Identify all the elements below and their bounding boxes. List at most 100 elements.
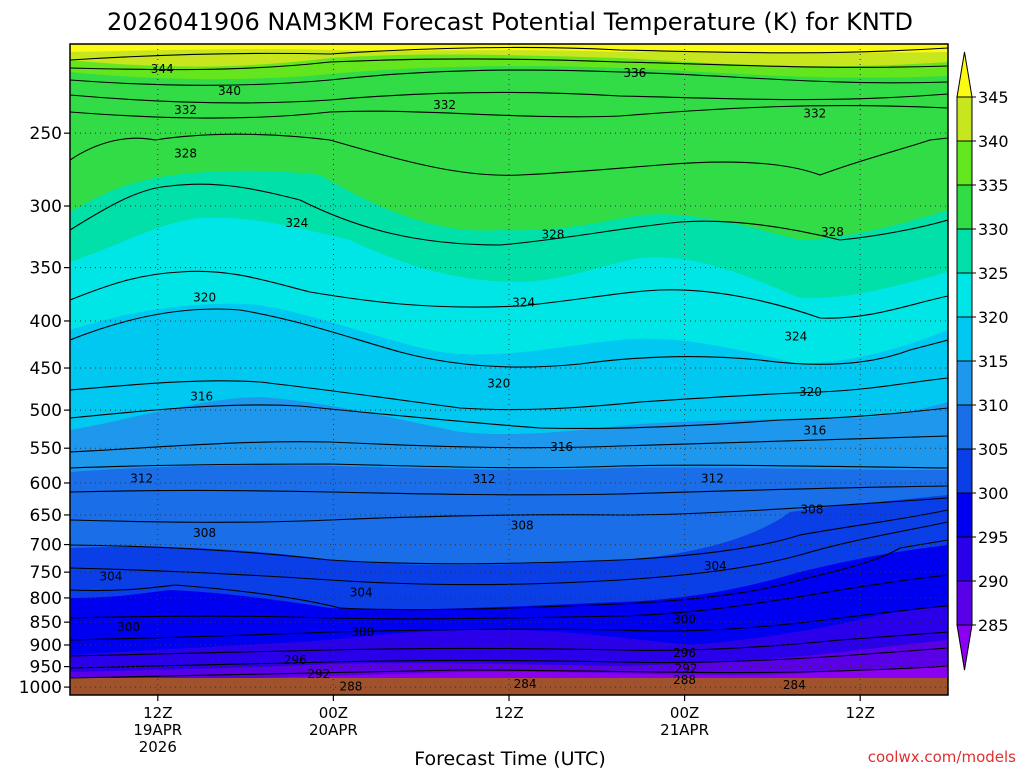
y-tick-label: 300 [30,197,62,217]
watermark: coolwx.com/models [868,748,1016,766]
contour-label: 316 [803,423,826,437]
contour-label: 304 [350,585,373,599]
contour-line [70,133,948,176]
contour-line [70,105,948,119]
colorbar-label: 310 [978,396,1009,415]
contour-line [70,539,948,611]
contour-line [70,308,948,368]
colorbar-swatch [956,448,973,494]
contour-label: 320 [487,377,510,391]
contour-label: 316 [190,389,213,403]
y-tick-label: 750 [30,563,62,583]
y-tick-label: 650 [30,506,62,526]
contour-label: 336 [623,66,646,80]
contour-line [70,647,948,669]
colorbar-swatch [956,272,973,318]
y-tick-label: 600 [30,474,62,494]
contour-labels: 344 340 336 332 332 332 328 328 328 324 324 324 320 3… [100,62,844,693]
contour-label: 332 [433,98,456,112]
contour-label: 312 [130,471,153,485]
contour-label: 308 [193,526,216,540]
contour-label: 296 [673,646,696,660]
contour-label: 332 [803,107,826,121]
colorbar-swatch [956,580,973,626]
contour-label: 300 [117,620,140,634]
y-tick-label: 700 [30,536,62,556]
y-tick-label: 450 [30,359,62,379]
contour-line [70,404,948,430]
contour-label: 308 [800,502,823,516]
contour-label: 324 [512,296,535,310]
contour-line [70,605,948,641]
colorbar-label: 300 [978,484,1009,503]
colorbar-arrow-low [956,624,973,671]
colorbar-label: 325 [978,264,1009,283]
contour-label: 296 [284,653,307,667]
colorbar-swatch [956,140,973,186]
x-axis-title: Forecast Time (UTC) [414,748,605,768]
colorbar-swatch [956,404,973,450]
y-tick-label: 550 [30,439,62,459]
y-tick-label: 950 [30,658,62,678]
contour-line [70,69,948,86]
contour-line [70,91,948,104]
contour-label: 292 [675,662,698,676]
y-tick-label: 800 [30,589,62,609]
y-tick-label: 350 [30,259,62,279]
contour-label: 328 [821,225,844,239]
contour-label: 304 [704,559,727,573]
contour-line [70,631,948,657]
contour-label: 312 [701,471,724,485]
contour-label: 284 [783,678,806,692]
colorbar-swatch [956,184,973,230]
contour-label: 300 [673,612,696,626]
contour-line [70,58,948,71]
contour-label: 320 [799,385,822,399]
colorbar: 285 290 295 300 305 310 315 320 325 330 335 340 345 [956,51,1009,671]
contour-label: 324 [784,330,807,344]
contour-label: 288 [673,673,696,687]
x-tick-label: 00Z [319,704,348,722]
contour-label: 332 [174,103,197,117]
contour-label: 304 [100,569,123,583]
colorbar-arrow-high [956,51,973,98]
y-tick-label: 900 [30,636,62,656]
y-tick-label: 400 [30,312,62,332]
colorbar-label: 335 [978,176,1009,195]
contour-line [70,183,948,246]
y-tick-label: 850 [30,613,62,633]
colorbar-label: 305 [978,440,1009,459]
contour-line [70,665,948,679]
x-tick-label: 12Z [494,704,523,722]
contour-line [70,377,948,411]
contour-line [70,46,948,61]
color-fill-layers [70,44,948,695]
contour-label: 316 [550,440,573,454]
contour-line [70,521,948,586]
contour-line [70,485,948,496]
terrain-ground [70,678,948,695]
x-tick-label: 19APR [133,721,182,739]
contour-lines [70,46,948,679]
contour-label: 284 [514,677,537,691]
y-tick-label: 500 [30,401,62,421]
contour-label: 300 [351,625,374,639]
x-tick-label: 00Z [670,704,699,722]
colorbar-label: 290 [978,572,1009,591]
contour-line [70,574,948,620]
contour-label: 344 [151,62,174,76]
colorbar-label: 285 [978,616,1009,635]
contour-line [70,435,948,453]
contour-line [70,497,948,523]
colorbar-swatch [956,316,973,362]
colorbar-label: 330 [978,220,1009,239]
colorbar-swatch [956,536,973,582]
x-tick-label: 12Z [143,704,172,722]
x-tick-label: 20APR [309,721,358,739]
grid-lines [70,44,948,695]
x-tick-label: 2026 [139,738,177,756]
contour-label: 340 [218,84,241,98]
colorbar-label: 340 [978,132,1009,151]
